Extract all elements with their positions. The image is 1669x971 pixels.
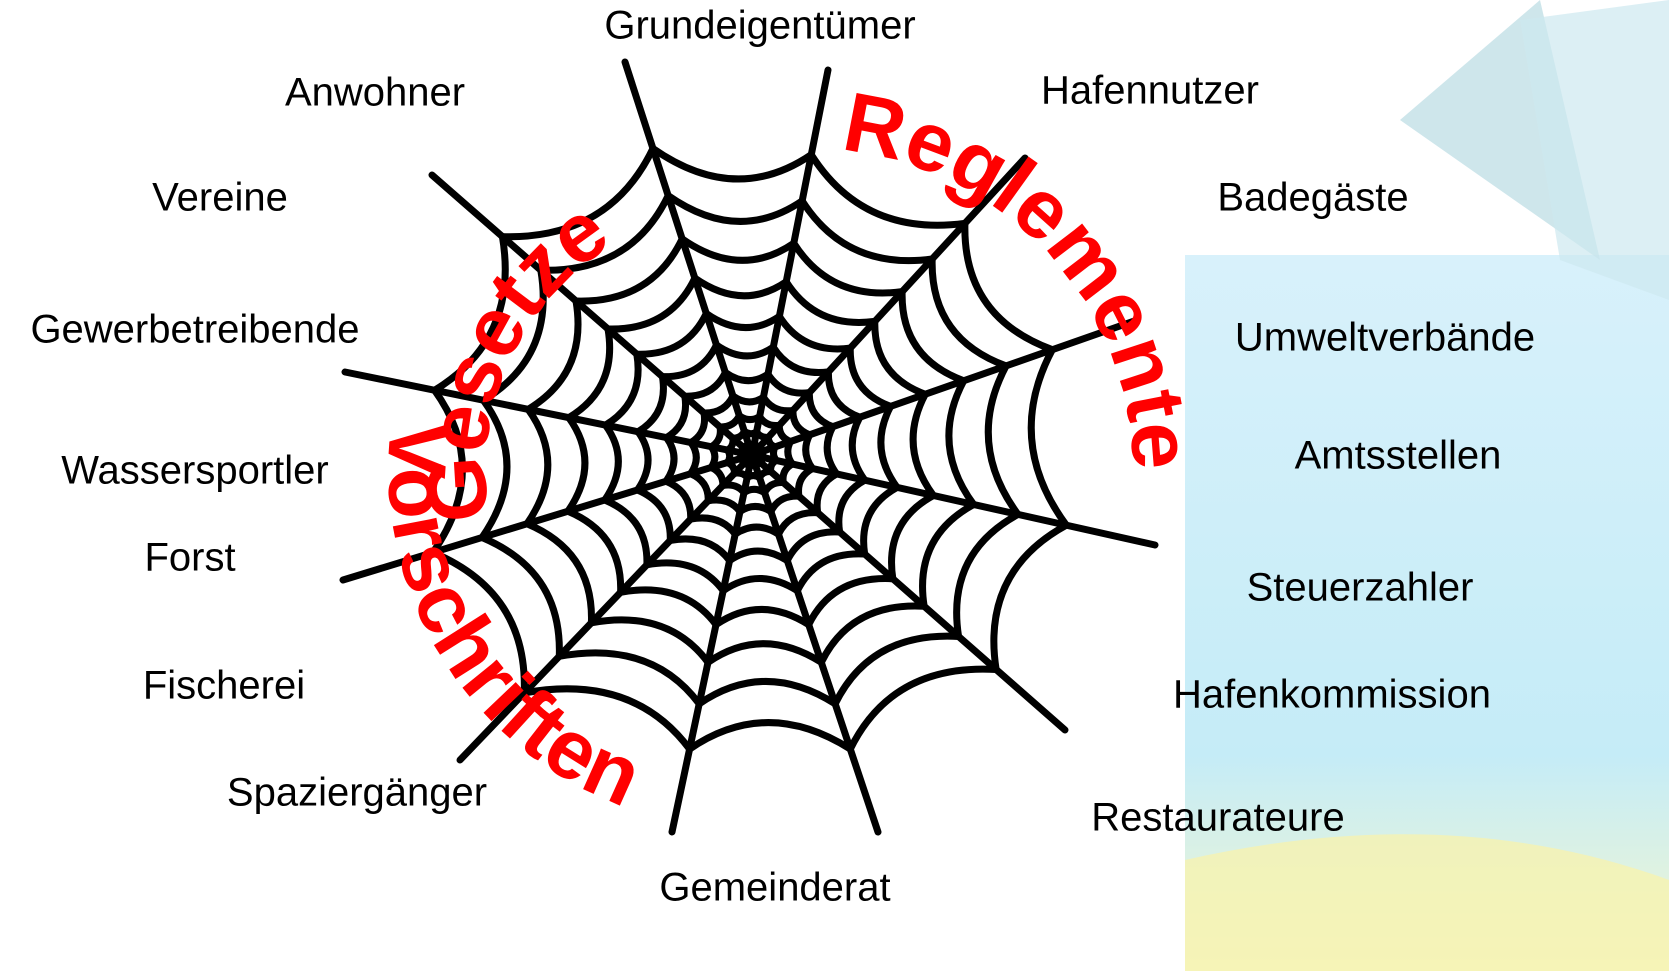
stakeholder-label: Amtsstellen (1295, 434, 1502, 478)
web-word-text: Reglemente (837, 74, 1210, 472)
stakeholder-label: Hafenkommission (1173, 673, 1491, 717)
stakeholder-label: Badegäste (1217, 176, 1408, 220)
diagram: Grundeigentümer Anwohner Hafennutzer Verein… (0, 0, 1669, 971)
stakeholder-label: Forst (144, 536, 235, 580)
stakeholder-label: Fischerei (143, 664, 305, 708)
stakeholder-label: Grundeigentümer (604, 4, 915, 48)
stakeholder-label: Anwohner (285, 71, 465, 115)
stakeholder-label: Gemeinderat (659, 866, 890, 910)
stakeholder-label: Wassersportler (61, 449, 328, 493)
stakeholder-label: Gewerbetreibende (30, 308, 359, 352)
web-word: Reglemente (837, 74, 1210, 472)
stakeholder-label: Restaurateure (1091, 796, 1344, 840)
stakeholder-label: Steuerzahler (1247, 566, 1474, 610)
stakeholder-label: Umweltverbände (1235, 316, 1535, 360)
stakeholder-label: Spaziergänger (227, 771, 487, 815)
stakeholder-label: Hafennutzer (1041, 69, 1259, 113)
stakeholder-label: Vereine (152, 176, 288, 220)
